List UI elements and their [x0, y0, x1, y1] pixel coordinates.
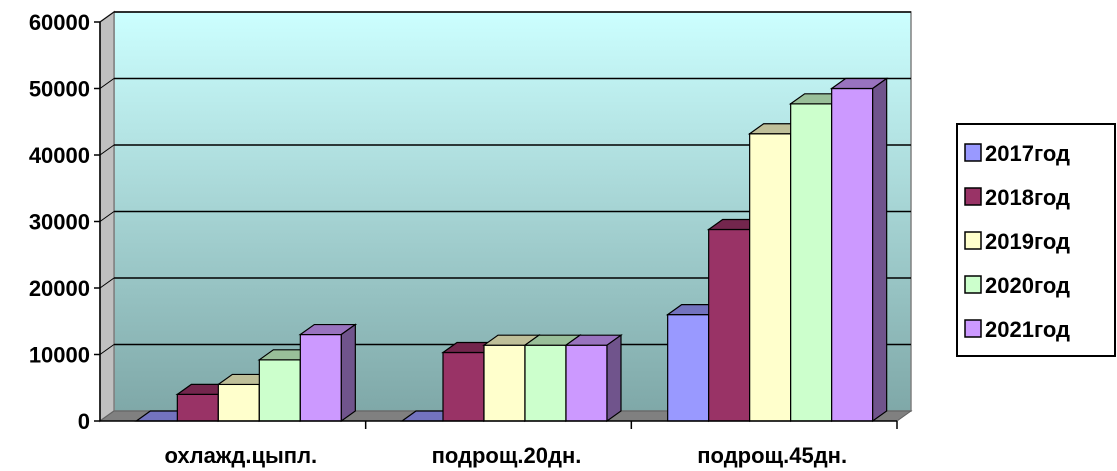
- x-category-label: охлажд.цыпл.: [164, 443, 317, 468]
- legend-label: 2017год: [985, 141, 1070, 166]
- legend-item: 2019год: [964, 229, 1070, 254]
- gridline-side: [99, 211, 115, 222]
- x-category-label: подрощ.20дн.: [432, 443, 582, 468]
- legend-item: 2020год: [964, 273, 1070, 298]
- legend-swatch: [964, 187, 982, 206]
- x-category-label: подрощ.45дн.: [697, 443, 847, 468]
- y-tick-label: 60000: [29, 10, 90, 35]
- legend-label: 2019год: [985, 229, 1070, 254]
- bar: [298, 323, 358, 423]
- y-tick-label: 40000: [29, 143, 90, 168]
- legend-swatch: [964, 231, 982, 250]
- legend-box: [956, 123, 1116, 357]
- legend-label: 2021год: [985, 317, 1070, 342]
- y-tick-label: 0: [78, 409, 90, 434]
- gridline-side: [99, 78, 115, 89]
- gridline-side: [99, 144, 115, 156]
- legend-swatch: [964, 319, 982, 338]
- bar: [564, 334, 623, 423]
- legend-item: 2017год: [964, 141, 1070, 166]
- y-tick-label: 30000: [29, 210, 90, 235]
- bar: [829, 77, 889, 423]
- gridline-side: [99, 277, 115, 289]
- y-tick-label: 50000: [29, 77, 90, 102]
- y-tick-label: 10000: [29, 343, 90, 368]
- y-tick-label: 20000: [29, 276, 90, 301]
- gridline-side: [99, 344, 115, 355]
- legend-label: 2018год: [985, 185, 1070, 210]
- legend-item: 2018год: [964, 185, 1070, 210]
- legend-swatch: [964, 143, 982, 162]
- gridline-side: [99, 11, 115, 23]
- legend-item: 2021год: [964, 317, 1070, 342]
- legend-swatch: [964, 275, 982, 294]
- legend-label: 2020год: [985, 273, 1070, 298]
